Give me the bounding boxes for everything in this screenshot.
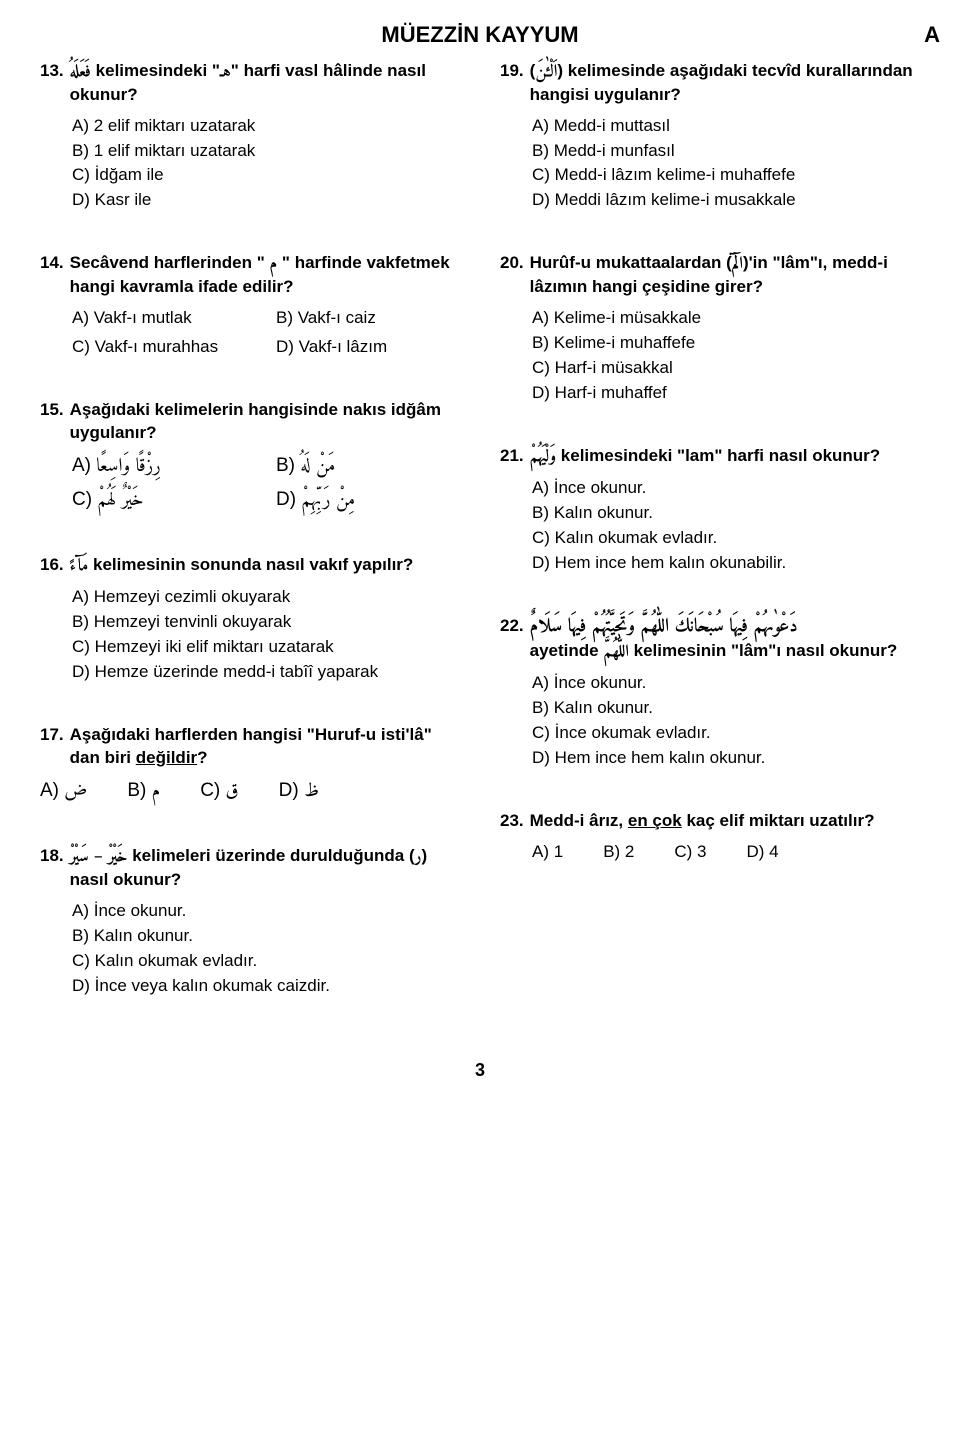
q14-option-d: D) Vakf-ı lâzım (276, 336, 460, 359)
q16-word: مَآءً (70, 551, 89, 581)
q20-option-b: B) Kelime-i muhaffefe (532, 332, 920, 355)
q22-number: 22. (500, 615, 524, 665)
q18-number: 18. (40, 845, 64, 892)
q13-option-b: B) 1 elif miktarı uzatarak (72, 140, 460, 163)
q13-option-a: A) 2 elif miktarı uzatarak (72, 115, 460, 138)
q18-text: خَيْرْ – سَيْرْ kelimeleri üzerinde duru… (70, 845, 460, 892)
q21-option-b: B) Kalın okunur. (532, 502, 920, 525)
q23-option-d: D) 4 (747, 841, 779, 864)
q13-option-c: C) İdğam ile (72, 164, 460, 187)
q16-option-a: A) Hemzeyi cezimli okuyarak (72, 586, 460, 609)
q23-text: Medd-i ârız, en çok kaç elif miktarı uza… (530, 810, 920, 833)
question-15: 15. Aşağıdaki kelimelerin hangisinde nak… (40, 399, 460, 514)
question-18: 18. خَيْرْ – سَيْرْ kelimeleri üzerinde … (40, 845, 460, 998)
q19-option-b: B) Medd-i munfasıl (532, 140, 920, 163)
q14-option-a: A) Vakf-ı mutlak (72, 307, 256, 330)
right-column: 19. (اَلْـٰٔنَ) kelimesinde aşağıdaki te… (500, 60, 920, 1038)
columns: 13. فَعَلَهُ kelimesindeki "هـ" harfi va… (40, 60, 920, 1038)
page-title: MÜEZZİN KAYYUM (381, 22, 578, 47)
question-21: 21. وَلْيَهُمْ kelimesindeki "lam" harfi… (500, 445, 920, 575)
q21-option-a: A) İnce okunur. (532, 477, 920, 500)
q18-option-b: B) Kalın okunur. (72, 925, 460, 948)
q18-option-c: C) Kalın okumak evladır. (72, 950, 460, 973)
q21-option-c: C) Kalın okumak evladır. (532, 527, 920, 550)
question-14: 14. Secâvend harflerinden " م " harfinde… (40, 252, 460, 359)
page-number: 3 (40, 1058, 920, 1082)
q15-option-c: C) خَيْرٌ لَهُمْ (72, 487, 256, 515)
q22-verse: دَعْوٰىهُمْ فِيهَا سُبْحَانَكَ اللّٰهُمَ… (530, 611, 798, 644)
q16-text: مَآءً kelimesinin sonunda nasıl vakıf ya… (70, 554, 460, 578)
q22-text: دَعْوٰىهُمْ فِيهَا سُبْحَانَكَ اللّٰهُمَ… (530, 615, 920, 665)
q19-word: اَلْـٰٔنَ (535, 57, 557, 87)
q14-option-c: C) Vakf-ı murahhas (72, 336, 256, 359)
q20-option-d: D) Harf-i muhaffef (532, 382, 920, 405)
q15-option-b: B) مَنْ لَهُ (276, 453, 460, 481)
q18-words: خَيْرْ – سَيْرْ (70, 842, 128, 872)
q17-option-d: D) ظ (279, 778, 319, 806)
q18-option-a: A) İnce okunur. (72, 900, 460, 923)
q13-number: 13. (40, 60, 64, 107)
q16-option-b: B) Hemzeyi tenvinli okuyarak (72, 611, 460, 634)
q20-option-c: C) Harf-i müsakkal (532, 357, 920, 380)
q15-option-d: D) مِنْ رَبِّهِمْ (276, 487, 460, 515)
q23-option-b: B) 2 (603, 841, 634, 864)
booklet-letter: A (924, 20, 940, 50)
question-13: 13. فَعَلَهُ kelimesindeki "هـ" harfi va… (40, 60, 460, 213)
left-column: 13. فَعَلَهُ kelimesindeki "هـ" harfi va… (40, 60, 460, 1038)
q17-option-a: A) ض (40, 778, 87, 806)
q15-option-a: A) رِزْقًا وَاسِعًا (72, 453, 256, 481)
q23-option-c: C) 3 (674, 841, 706, 864)
q22-option-a: A) İnce okunur. (532, 672, 920, 695)
q14-option-b: B) Vakf-ı caiz (276, 307, 460, 330)
q17-text: Aşağıdaki harflerden hangisi "Huruf-u is… (70, 724, 460, 770)
q13-letter: هـ (220, 57, 231, 87)
q16-option-c: C) Hemzeyi iki elif miktarı uzatarak (72, 636, 460, 659)
question-17: 17. Aşağıdaki harflerden hangisi "Huruf-… (40, 724, 460, 806)
q19-number: 19. (500, 60, 524, 107)
q21-number: 21. (500, 445, 524, 469)
q19-option-c: C) Medd-i lâzım kelime-i muhaffefe (532, 164, 920, 187)
q22-option-b: B) Kalın okunur. (532, 697, 920, 720)
q20-text: Hurûf-u mukattaalardan (الٓمٓ)'in "lâm"ı… (530, 252, 920, 299)
q20-number: 20. (500, 252, 524, 299)
question-22: 22. دَعْوٰىهُمْ فِيهَا سُبْحَانَكَ اللّٰ… (500, 615, 920, 770)
question-16: 16. مَآءً kelimesinin sonunda nasıl vakı… (40, 554, 460, 684)
q15-text: Aşağıdaki kelimelerin hangisinde nakıs i… (70, 399, 460, 445)
q17-option-b: B) م (127, 778, 160, 806)
q20-word: الٓمٓ (732, 249, 743, 279)
q17-number: 17. (40, 724, 64, 770)
question-19: 19. (اَلْـٰٔنَ) kelimesinde aşağıdaki te… (500, 60, 920, 213)
q19-text: (اَلْـٰٔنَ) kelimesinde aşağıdaki tecvîd… (530, 60, 920, 107)
q13-text: فَعَلَهُ kelimesindeki "هـ" harfi vasl h… (70, 60, 460, 107)
q23-option-a: A) 1 (532, 841, 563, 864)
q20-option-a: A) Kelime-i müsakkale (532, 307, 920, 330)
q23-number: 23. (500, 810, 524, 833)
q16-option-d: D) Hemze üzerinde medd-i tabîî yaparak (72, 661, 460, 684)
q19-option-d: D) Meddi lâzım kelime-i musakkale (532, 189, 920, 212)
q17-option-c: C) ق (200, 778, 238, 806)
q19-option-a: A) Medd-i muttasıl (532, 115, 920, 138)
question-23: 23. Medd-i ârız, en çok kaç elif miktarı… (500, 810, 920, 864)
q13-word: فَعَلَهُ (70, 57, 91, 87)
q21-word: وَلْيَهُمْ (530, 442, 556, 472)
q13-option-d: D) Kasr ile (72, 189, 460, 212)
q14-number: 14. (40, 252, 64, 299)
question-20: 20. Hurûf-u mukattaalardan (الٓمٓ)'in "l… (500, 252, 920, 405)
q22-word: اللّٰهُمَّ (603, 637, 629, 667)
q15-number: 15. (40, 399, 64, 445)
q21-text: وَلْيَهُمْ kelimesindeki "lam" harfi nas… (530, 445, 920, 469)
q22-option-c: C) İnce okumak evladır. (532, 722, 920, 745)
q18-option-d: D) İnce veya kalın okumak caizdir. (72, 975, 460, 998)
q22-option-d: D) Hem ince hem kalın okunur. (532, 747, 920, 770)
q21-option-d: D) Hem ince hem kalın okunabilir. (532, 552, 920, 575)
q14-text: Secâvend harflerinden " م " harfinde vak… (70, 252, 460, 299)
q16-number: 16. (40, 554, 64, 578)
